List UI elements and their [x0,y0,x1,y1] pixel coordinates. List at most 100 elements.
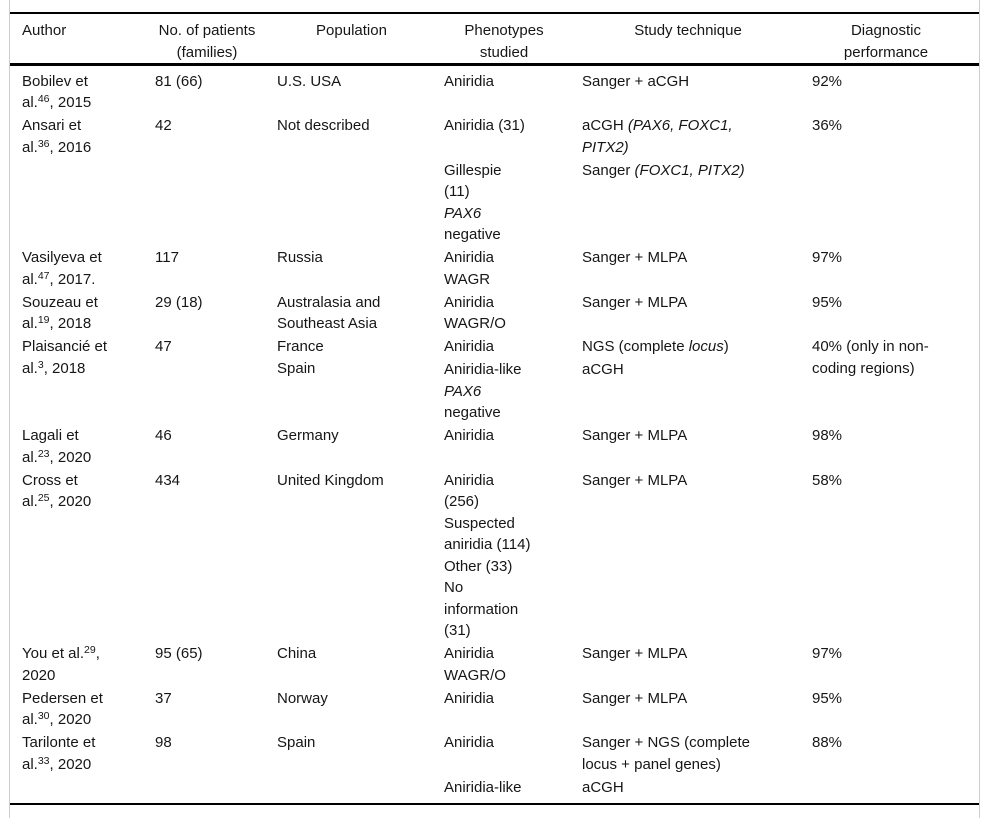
table-row: Plaisancié et al.3, 2018 47 France Spain Anir… [10,336,979,424]
phenotype-technique-subrow: Aniridia-like aCGH [444,777,812,799]
performance-cell: 88% [812,732,978,754]
technique-cell: Sanger + MLPA [582,247,812,269]
text-line: al.30, 2020 [22,710,92,729]
technique-cell: Sanger + MLPA [582,470,812,492]
phenotypes-cell: Aniridia WAGR/O [444,292,582,335]
performance-cell: 92% [812,71,978,93]
text-line: negative [444,404,501,422]
table-row: Bobilev et al.46, 2015 81 (66) U.S. USA Anir… [10,71,979,114]
text-line: aniridia (114) [444,536,531,554]
author-cell: Cross et al.25, 2020 [22,470,155,513]
text-line: PITX2) [582,137,812,159]
text-line: France [277,338,324,356]
population-cell: United Kingdom [277,470,444,492]
text-line: (256) [444,493,480,511]
text-line: al.25, 2020 [22,492,92,511]
text-line: China [277,645,317,663]
patients-cell: 98 [155,732,277,754]
text-line: Not described [277,117,370,135]
text-line: Aniridia [444,249,495,267]
table-row: Vasilyeva et al.47, 2017. 117 Russia Aniridi… [10,247,979,290]
text-line: aCGH [582,778,624,796]
column-header-performance: Diagnostic performance [812,20,978,63]
phenotype-technique-subrow: Aniridia (256) Suspected aniridia (114) Othe… [444,470,812,642]
author-cell: Vasilyeva et al.47, 2017. [22,247,155,290]
gene-italic: (FOXC1, PITX2) [634,161,745,179]
text-line: Sanger (FOXC1, PITX2) [582,161,745,179]
text-line: Lagali et [22,427,79,445]
text-line: al.33, 2020 [22,754,92,773]
technique-cell: aCGH [582,777,812,799]
author-cell: Plaisancié et al.3, 2018 [22,336,155,379]
performance-cell: 40% (only in non-coding regions) [812,336,978,379]
population-cell: France Spain [277,336,444,379]
gene-italic: PAX6 [444,382,482,400]
phenotype-technique-group: Aniridia Sanger + NGS (complete locus + pa… [444,732,812,798]
table-row: Cross et al.25, 2020 434 United Kingdom Anir… [10,470,979,642]
text-line: studied [479,43,529,61]
table-row: Tarilonte et al.33, 2020 98 Spain Aniridia Sa… [10,732,979,798]
text-line: Aniridia [444,427,495,445]
technique-cell: Sanger + MLPA [582,643,812,665]
text-line: PAX6 [444,381,582,403]
technique-cell: aCGH [582,359,812,381]
column-header-population: Population [277,20,444,42]
text-line: No. of patients [158,22,256,39]
text-line: Vasilyeva et [22,249,102,267]
text-line: al.36, 2016 [22,137,92,156]
text-line: al.46, 2015 [22,93,92,112]
column-header-technique: Study technique [582,20,812,42]
text-line: negative [444,226,501,244]
text-line: Spain [277,359,316,377]
text-line: U.S. USA [277,72,342,90]
text-line: 47 [155,338,172,356]
phenotypes-cell: Aniridia [444,425,582,447]
population-cell: Germany [277,425,444,447]
text-line: NGS (complete locus) [582,338,729,356]
gene-italic: (PAX6, FOXC1, [627,117,733,135]
text-line: coding regions) [812,359,915,377]
text-line: Ansari et [22,117,82,135]
text-line: information [444,600,519,618]
text-line: Plaisancié et [22,338,108,356]
column-header-patients: No. of patients (families) [155,20,277,63]
phenotype-technique-subrow: Aniridia Sanger + aCGH [444,71,812,93]
text-line: Sanger + MLPA [582,471,688,489]
phenotype-technique-group: Aniridia WAGR/O Sanger + MLPA [444,643,812,686]
text-line: Pedersen et [22,689,103,707]
text-line: Aniridia [444,689,495,707]
patients-cell: 29 (18) [155,292,277,314]
text-line: No [444,579,464,597]
gene-italic: locus [688,338,724,356]
phenotype-technique-subrow: Aniridia Sanger + MLPA [444,425,812,447]
technique-cell: Sanger + NGS (complete locus + panel gene… [582,732,812,775]
text-line: Norway [277,689,328,707]
author-cell: Ansari et al.36, 2016 [22,115,155,158]
table-header-rule [10,63,979,66]
author-cell: Pedersen et al.30, 2020 [22,688,155,731]
text-line: 37 [155,689,172,707]
patients-cell: 117 [155,247,277,269]
patients-cell: 47 [155,336,277,358]
gene-italic: PAX6 [444,204,482,222]
text-line: 95% [812,689,843,707]
text-line: Aniridia [444,471,495,489]
text-line: 98% [812,427,843,445]
reference-superscript: 36 [37,137,50,150]
text-line: 36% [812,117,843,135]
author-cell: Souzeau et al.19, 2018 [22,292,155,335]
text-line: 46 [155,427,172,445]
text-line: locus + panel genes) [582,755,721,773]
author-cell: You et al.29, 2020 [22,643,155,686]
patients-cell: 95 (65) [155,643,277,665]
text-line: Aniridia-like [444,361,522,379]
text-line: Sanger + aCGH [582,72,690,90]
text-line: WAGR [444,270,491,288]
phenotypes-cell: Aniridia [444,336,582,358]
performance-cell: 95% [812,292,978,314]
performance-cell: 58% [812,470,978,492]
text-line: 434 [155,471,181,489]
author-cell: Lagali et al.23, 2020 [22,425,155,468]
reference-superscript: 3 [37,358,44,371]
text-line: Aniridia [444,293,495,311]
